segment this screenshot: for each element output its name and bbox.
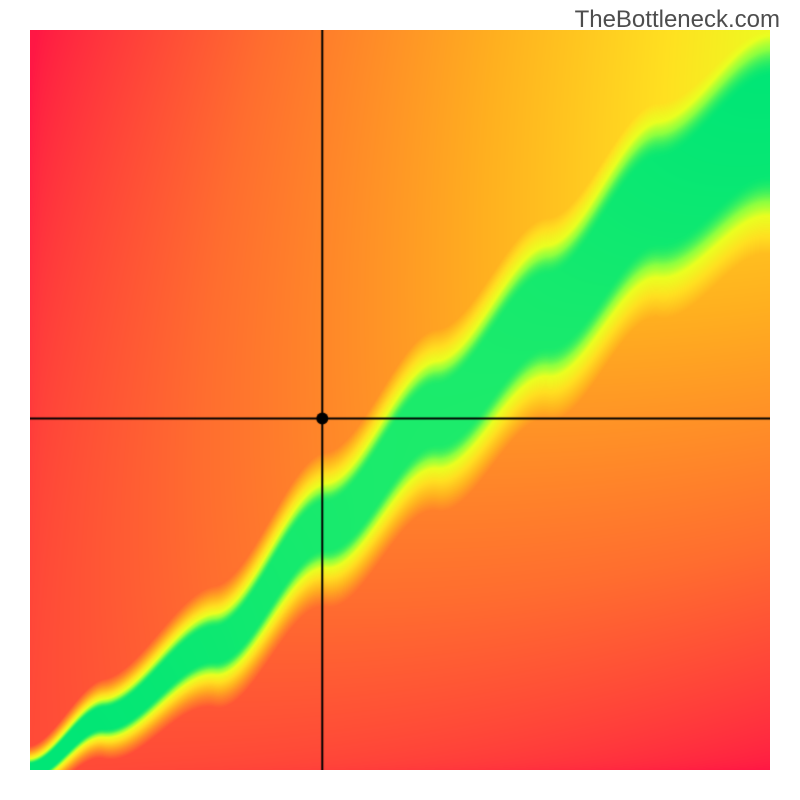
attribution-label: TheBottleneck.com (575, 6, 780, 34)
bottleneck-heatmap (30, 30, 770, 770)
